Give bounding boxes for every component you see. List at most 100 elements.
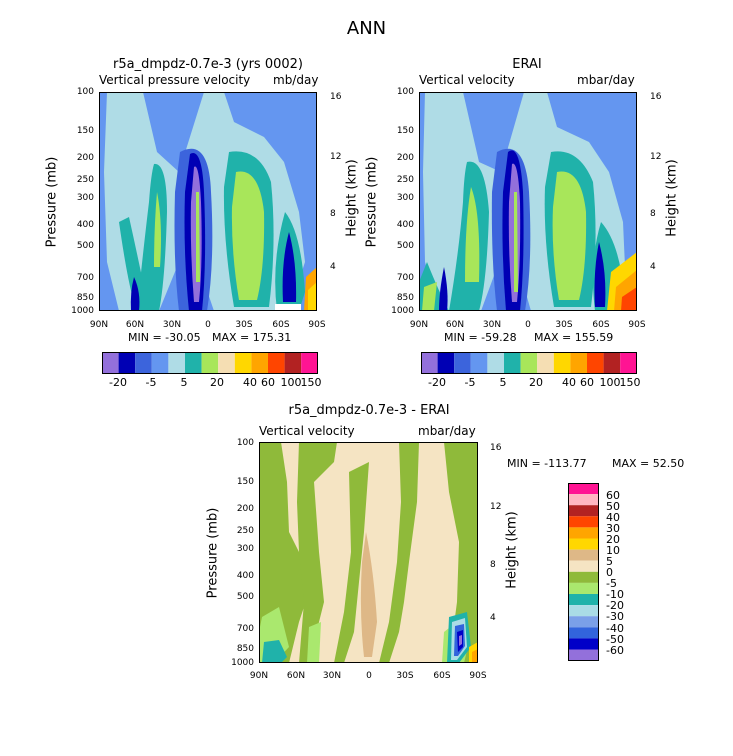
- panel2-red-pole: [621, 287, 637, 311]
- panel2-ytick: 150: [396, 126, 414, 136]
- panel2-colorbar: [421, 352, 637, 374]
- panel3-cb-swatch: [568, 649, 599, 661]
- panel3-cb-swatch: [568, 560, 599, 572]
- panel3-ylabel: Pressure (mb): [205, 507, 221, 599]
- panel3-cb-swatch: [568, 571, 599, 583]
- panel3-cb-swatch: [568, 516, 599, 528]
- panel1-xtick: 60S: [272, 320, 290, 330]
- panel1-plot: [99, 92, 317, 311]
- panel1-colorbar: [102, 352, 318, 374]
- panel2-ylabel: Pressure (mb): [364, 156, 380, 248]
- panel2-xtick: 0: [525, 320, 531, 330]
- panel2-darkblue-sp: [594, 242, 606, 307]
- panel1-cb-swatch: [102, 352, 119, 374]
- panel3-ytick: 1000: [231, 658, 254, 668]
- panel1-xtick: 30S: [235, 320, 253, 330]
- panel1-xtick: 30N: [162, 320, 182, 330]
- panel1-teal-nh: [137, 163, 167, 311]
- panel2-ytick: 200: [396, 153, 414, 163]
- panel1-xtick: 0: [205, 320, 211, 330]
- panel1-cb-swatch: [234, 352, 252, 374]
- panel3-yrtick: 8: [490, 560, 496, 570]
- panel3-max: MAX = 52.50: [612, 457, 685, 470]
- panel2-cb-swatch: [504, 352, 521, 374]
- panel1-green-sh: [231, 171, 265, 300]
- panel3-xtick: 60S: [433, 671, 451, 681]
- panel2-cb-swatch: [570, 352, 587, 374]
- panel3-orange-pole: [472, 649, 478, 663]
- panel1-frame: [99, 92, 317, 311]
- panel2-lightgreen-core: [514, 192, 518, 292]
- panel1-cb-swatch: [151, 352, 169, 374]
- panel3-cb-label: 50: [606, 500, 620, 513]
- panel3-cb-label: -50: [606, 633, 624, 646]
- panel1-cb-swatch: [301, 352, 318, 374]
- panel1-yellow-pole: [308, 282, 317, 311]
- panel3-cb-label: 30: [606, 522, 620, 535]
- panel1-yrtick: 12: [330, 152, 342, 162]
- panel3-ytick: 500: [236, 592, 254, 602]
- panel1-max: MAX = 175.31: [212, 331, 292, 344]
- panel1-cb-swatch: [284, 352, 302, 374]
- panel1-ytick: 250: [76, 175, 94, 185]
- panel3-cb-swatch: [568, 527, 599, 539]
- panel2-ytick: 300: [396, 193, 414, 203]
- panel2-cb-swatch: [421, 352, 438, 374]
- panel1-cb-swatch: [185, 352, 202, 374]
- panel2-cb-label: 150: [619, 376, 641, 389]
- panel3-ytick: 200: [236, 504, 254, 514]
- panel3-cb-swatch: [568, 494, 599, 506]
- panel3-plot: [259, 442, 478, 663]
- page-title: ANN: [346, 18, 387, 39]
- panel1-xtick: 90S: [308, 320, 326, 330]
- panel2-xtick: 90S: [628, 320, 646, 330]
- panel3-ytick: 850: [236, 644, 254, 654]
- panel2-title: ERAI: [512, 57, 542, 72]
- panel3-ytick: 300: [236, 544, 254, 554]
- panel1-darkblue-sh-low: [130, 277, 140, 311]
- panel3-min: MIN = -113.77: [507, 457, 587, 470]
- panel1-ytick: 500: [76, 241, 94, 251]
- panel1-lightgreen-core: [196, 192, 200, 282]
- panel1-cb-swatch: [168, 352, 185, 374]
- panel2-cb-label: 40: [562, 376, 576, 389]
- panel2-cb-swatch: [553, 352, 571, 374]
- panel1-title: r5a_dmpdz-0.7e-3 (yrs 0002): [113, 57, 303, 72]
- panel1-right-subtitle: mb/day: [273, 73, 319, 87]
- panel2-xtick: 60S: [592, 320, 610, 330]
- panel3-right-subtitle: mbar/day: [418, 424, 476, 438]
- panel2-yrtick: 12: [650, 152, 662, 162]
- panel3-cb-label: 10: [606, 544, 620, 557]
- panel3-ytick: 400: [236, 571, 254, 581]
- panel3-cb-label: 40: [606, 511, 620, 524]
- panel2-ytick: 700: [396, 273, 414, 283]
- panel1-cb-label: 20: [210, 376, 224, 389]
- panel3-ytick: 250: [236, 526, 254, 536]
- panel1-white-gap: [275, 304, 301, 311]
- panel3-cb-swatch: [568, 616, 599, 628]
- panel2-cb-label: 100: [599, 376, 621, 389]
- panel2-cb-label: -20: [428, 376, 446, 389]
- panel1-ytick: 300: [76, 193, 94, 203]
- panel3-cb-swatch: [568, 483, 599, 495]
- panel3-cb-label: 0: [606, 566, 613, 579]
- panel3-teal-nh: [262, 640, 287, 663]
- panel2-cb-swatch: [470, 352, 488, 374]
- panel2-cb-swatch: [520, 352, 538, 374]
- panel1-cb-label: -5: [145, 376, 157, 389]
- panel3-colorbar: [568, 483, 599, 661]
- panel2-cb-swatch: [587, 352, 604, 374]
- panel2-min: MIN = -59.28: [444, 331, 517, 344]
- panel3-purple-sp: [459, 635, 462, 646]
- panel1-xtick: 60N: [125, 320, 145, 330]
- panel2-yrtick: 4: [650, 262, 656, 272]
- panel3-cb-swatch: [568, 505, 599, 517]
- panel1-cb-swatch: [251, 352, 268, 374]
- panel3-green-band-2: [297, 442, 337, 663]
- panel3-green-band-3: [334, 462, 369, 663]
- panel2-xtick: 90N: [409, 320, 429, 330]
- panel2-frame: [419, 92, 637, 311]
- panel3-cb-swatch: [568, 594, 599, 606]
- panel1-yrtick: 8: [330, 209, 336, 219]
- panel2-ytick: 1000: [391, 306, 414, 316]
